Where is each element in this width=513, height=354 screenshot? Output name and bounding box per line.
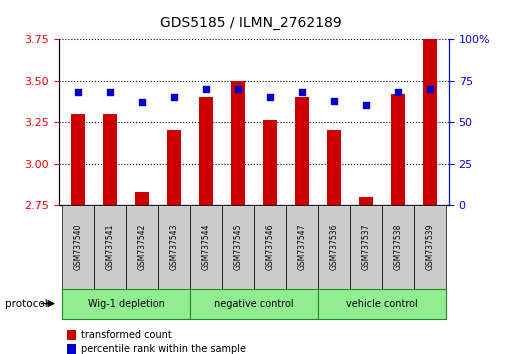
Text: GSM737536: GSM737536 xyxy=(329,224,339,270)
Bar xyxy=(286,205,318,289)
Bar xyxy=(222,205,254,289)
Text: GSM737544: GSM737544 xyxy=(202,224,210,270)
Bar xyxy=(190,289,318,319)
Point xyxy=(298,89,306,95)
Point xyxy=(138,99,146,105)
Text: GSM737547: GSM737547 xyxy=(298,224,306,270)
Bar xyxy=(423,39,437,205)
Text: GSM737543: GSM737543 xyxy=(169,224,179,270)
Bar xyxy=(231,80,245,205)
Bar xyxy=(413,205,446,289)
Bar xyxy=(190,205,222,289)
Bar xyxy=(62,289,190,319)
Bar xyxy=(350,205,382,289)
Point xyxy=(170,94,178,100)
Point xyxy=(330,98,338,103)
Text: GSM737545: GSM737545 xyxy=(233,224,243,270)
Bar xyxy=(126,205,158,289)
Bar xyxy=(199,97,213,205)
Text: protocol: protocol xyxy=(5,298,48,309)
Bar xyxy=(71,114,85,205)
Text: GSM737542: GSM737542 xyxy=(137,224,147,270)
Bar xyxy=(103,114,117,205)
Text: transformed count: transformed count xyxy=(81,330,172,340)
Bar xyxy=(263,120,277,205)
Text: percentile rank within the sample: percentile rank within the sample xyxy=(81,344,246,354)
Point xyxy=(234,86,242,92)
Point xyxy=(106,89,114,95)
Text: GDS5185 / ILMN_2762189: GDS5185 / ILMN_2762189 xyxy=(161,16,342,30)
Bar xyxy=(318,289,446,319)
Bar xyxy=(167,130,181,205)
Bar xyxy=(318,205,350,289)
Text: negative control: negative control xyxy=(214,298,294,309)
Bar xyxy=(390,94,405,205)
Text: GSM737541: GSM737541 xyxy=(106,224,114,270)
Bar xyxy=(327,130,341,205)
Point xyxy=(266,94,274,100)
Text: GSM737540: GSM737540 xyxy=(74,224,83,270)
Text: GSM737539: GSM737539 xyxy=(425,224,434,270)
Text: GSM737537: GSM737537 xyxy=(361,224,370,270)
Bar xyxy=(62,205,94,289)
Point xyxy=(426,86,434,92)
Bar xyxy=(135,192,149,205)
Point xyxy=(362,103,370,108)
Bar xyxy=(359,197,373,205)
Point xyxy=(202,86,210,92)
Bar xyxy=(382,205,413,289)
Point xyxy=(393,89,402,95)
Text: GSM737546: GSM737546 xyxy=(265,224,274,270)
Bar xyxy=(294,97,309,205)
Bar xyxy=(158,205,190,289)
Text: vehicle control: vehicle control xyxy=(346,298,418,309)
Text: Wig-1 depletion: Wig-1 depletion xyxy=(88,298,165,309)
Text: GSM737538: GSM737538 xyxy=(393,224,402,270)
Bar xyxy=(254,205,286,289)
Point xyxy=(74,89,82,95)
Bar xyxy=(94,205,126,289)
